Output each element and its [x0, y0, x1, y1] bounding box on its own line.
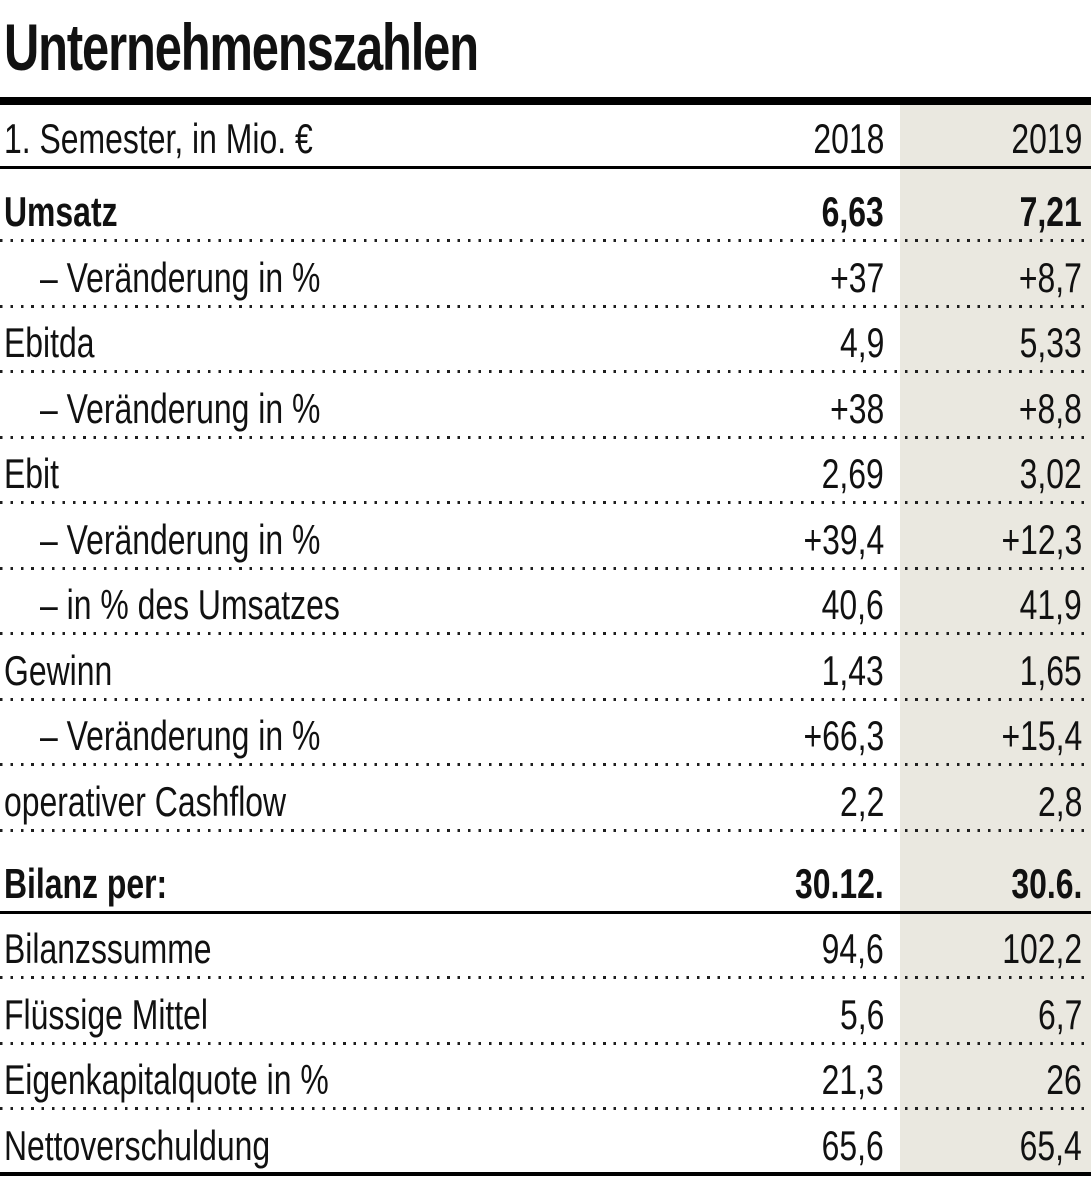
table-row: operativer Cashflow 2,2 2,8	[0, 766, 1091, 832]
value-2019: 30.6.	[1010, 859, 1082, 907]
value-2019: 7,21	[1019, 188, 1082, 235]
value-2018: +37	[829, 253, 884, 301]
value-2018: +39,4	[803, 515, 884, 563]
value-2018: 65,6	[821, 1122, 884, 1169]
table-row: Bilanzssumme 94,6 102,2	[0, 914, 1091, 980]
row-label: Umsatz	[4, 188, 118, 235]
table-row: Gewinn 1,43 1,65	[0, 635, 1091, 701]
value-2019: 26	[1046, 1056, 1082, 1103]
value-2019: 6,7	[1037, 990, 1082, 1038]
table-header-row: 1. Semester, in Mio. € 2018 2019	[0, 105, 1091, 169]
figures-table: 1. Semester, in Mio. € 2018 2019 Umsatz …	[0, 105, 1091, 1176]
table-row: Nettoverschuldung 65,6 65,4	[0, 1110, 1091, 1176]
value-2018: 6,63	[821, 188, 884, 235]
table-row: – Veränderung in % +39,4 +12,3	[0, 504, 1091, 570]
value-2018: +66,3	[803, 712, 884, 759]
top-rule-divider	[0, 97, 1091, 105]
value-2019: 102,2	[1002, 925, 1082, 972]
value-2019: 1,65	[1019, 646, 1082, 694]
row-label: Ebitda	[4, 319, 95, 366]
table-row: Ebit 2,69 3,02	[0, 439, 1091, 505]
value-2018: 1,43	[821, 646, 884, 694]
table-row: – Veränderung in % +66,3 +15,4	[0, 701, 1091, 767]
column-header-2019: 2019	[1010, 115, 1082, 162]
row-label: Bilanz per:	[4, 859, 168, 907]
page-title: Unternehmenszahlen	[4, 10, 479, 84]
row-label: Nettoverschuldung	[4, 1122, 271, 1169]
table-row: – Veränderung in % +38 +8,8	[0, 373, 1091, 439]
row-label: – Veränderung in %	[40, 712, 321, 759]
highlight-column-2019	[900, 105, 1091, 1172]
value-2019: +8,7	[1018, 253, 1082, 301]
value-2019: 5,33	[1019, 319, 1082, 366]
value-2019: 65,4	[1019, 1122, 1082, 1169]
table-row: Umsatz 6,63 7,21	[0, 169, 1091, 242]
value-2019: 2,8	[1037, 777, 1082, 825]
row-label: – Veränderung in %	[40, 515, 321, 563]
value-2018: 4,9	[839, 319, 884, 366]
value-2018: 30.12.	[795, 859, 884, 907]
row-label: operativer Cashflow	[4, 777, 287, 825]
row-label: Bilanzssumme	[4, 925, 212, 972]
value-2018: 40,6	[821, 581, 884, 628]
value-2019: 41,9	[1019, 581, 1082, 628]
column-header-2018: 2018	[812, 115, 884, 162]
row-label: Flüssige Mittel	[4, 990, 208, 1038]
value-2018: 21,3	[821, 1056, 884, 1103]
row-label: – Veränderung in %	[40, 384, 321, 432]
row-label: Ebit	[4, 450, 60, 497]
table-row: Bilanz per: 30.12. 30.6.	[0, 832, 1091, 914]
table-row: – Veränderung in % +37 +8,7	[0, 242, 1091, 308]
value-2019: +15,4	[1001, 712, 1082, 759]
row-label: Gewinn	[4, 646, 113, 694]
table-row: Eigenkapitalquote in % 21,3 26	[0, 1045, 1091, 1111]
value-2018: 94,6	[821, 925, 884, 972]
value-2018: +38	[829, 384, 884, 432]
value-2018: 5,6	[839, 990, 884, 1038]
unit-header: 1. Semester, in Mio. €	[4, 115, 313, 162]
value-2019: +12,3	[1001, 515, 1082, 563]
value-2019: 3,02	[1019, 450, 1082, 497]
value-2018: 2,2	[839, 777, 884, 825]
row-label: – in % des Umsatzes	[40, 581, 340, 628]
row-label: Eigenkapitalquote in %	[4, 1056, 329, 1103]
table-row: Flüssige Mittel 5,6 6,7	[0, 979, 1091, 1045]
table-row: Ebitda 4,9 5,33	[0, 308, 1091, 374]
value-2018: 2,69	[821, 450, 884, 497]
row-label: – Veränderung in %	[40, 253, 321, 301]
table-row: – in % des Umsatzes 40,6 41,9	[0, 570, 1091, 636]
value-2019: +8,8	[1018, 384, 1082, 432]
